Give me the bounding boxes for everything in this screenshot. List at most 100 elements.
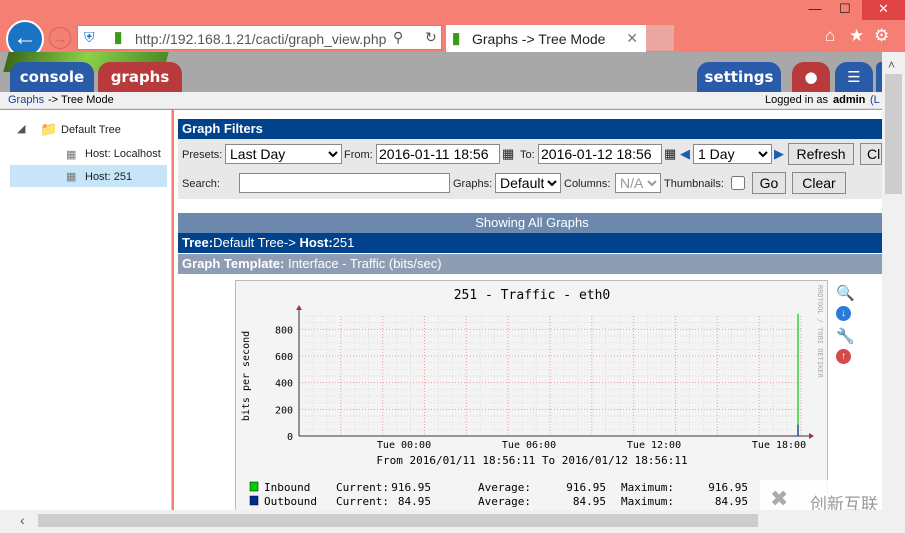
timespan-select[interactable]: 1 Day	[693, 144, 772, 164]
settings-button[interactable]: settings	[697, 62, 781, 92]
y-tick-label: 200	[275, 405, 293, 416]
from-label: From:	[344, 149, 373, 161]
host-label: Host:	[299, 235, 333, 250]
presets-select[interactable]: Last Day	[225, 144, 342, 164]
back-button[interactable]: ←	[6, 20, 44, 58]
y-axis-arrow	[296, 305, 302, 310]
graph-svg: 251 - Traffic - eth0 0 200 400 600 800 Tue 00:…	[241, 285, 824, 508]
folder-icon: 📁	[40, 121, 58, 137]
legend-maximum-value: 84.95	[715, 495, 748, 508]
legend-name: Inbound	[264, 481, 310, 494]
chart-subtitle: From 2016/01/11 18:56:11 To 2016/01/12 1…	[376, 454, 687, 467]
tab-graphs[interactable]: graphs	[98, 62, 182, 92]
username: admin	[833, 94, 866, 106]
properties-icon[interactable]: 🔧	[836, 328, 855, 345]
calendar-icon[interactable]: ▦	[502, 146, 515, 161]
x-tick-label: Tue 00:00	[377, 440, 431, 451]
clear-time-button[interactable]: Cl	[860, 143, 882, 165]
legend-current-value: 916.95	[391, 481, 431, 494]
host-icon: ▦	[66, 171, 77, 183]
vertical-scroll-thumb[interactable]	[885, 74, 902, 194]
browser-tab[interactable]: ▮ Graphs -> Tree Mode ✕	[446, 25, 646, 52]
breadcrumb-current: -> Tree Mode	[48, 94, 114, 106]
tree-item-localhost[interactable]: Host: Localhost	[85, 148, 161, 160]
tree-label: Tree:	[182, 235, 214, 250]
tree-view-button[interactable]: ●	[792, 62, 830, 92]
close-tab-icon[interactable]: ✕	[626, 30, 638, 46]
move-up-icon[interactable]: ↑	[836, 349, 851, 364]
host-icon: ▦	[66, 149, 77, 161]
graphs-select[interactable]: Default	[495, 173, 561, 193]
go-button[interactable]: Go	[752, 172, 786, 194]
legend-swatch	[249, 481, 259, 492]
legend-current-label: Current:	[336, 495, 389, 508]
thumbnails-checkbox[interactable]	[731, 176, 745, 190]
home-icon[interactable]: ⌂	[825, 26, 836, 45]
url-text: http://192.168.1.21/cacti/graph_view.php	[135, 31, 387, 47]
shield-icon: ⛨	[84, 29, 95, 45]
preview-view-button[interactable]	[876, 62, 886, 92]
tree-item-label: Host: 251	[85, 171, 133, 183]
forward-button[interactable]: →	[49, 27, 71, 49]
graph-template-bar: Graph Template: Interface - Traffic (bit…	[178, 254, 882, 274]
template-value: Interface - Traffic (bits/sec)	[287, 256, 442, 271]
to-input[interactable]	[538, 144, 662, 164]
thumbnails-label: Thumbnails:	[664, 178, 724, 190]
chart-title: 251 - Traffic - eth0	[454, 288, 611, 303]
clear-button[interactable]: Clear	[792, 172, 846, 194]
logout-link[interactable]: (L	[870, 94, 880, 106]
legend-name: Outbound	[264, 495, 317, 508]
shift-right-icon[interactable]: ▶	[774, 146, 784, 161]
x-axis-arrow	[809, 433, 814, 439]
refresh-button[interactable]: Refresh	[788, 143, 854, 165]
legend-maximum-label: Maximum:	[621, 481, 674, 494]
new-tab-button[interactable]	[646, 25, 674, 51]
x-tick-label: Tue 06:00	[502, 440, 556, 451]
legend-average-value: 84.95	[573, 495, 606, 508]
search-icon[interactable]: ⚲	[393, 29, 404, 45]
collapse-icon[interactable]: ◢	[17, 123, 26, 135]
from-input[interactable]	[376, 144, 500, 164]
shift-left-icon[interactable]: ◀	[680, 146, 690, 161]
tab-title: Graphs -> Tree Mode	[472, 31, 606, 47]
vertical-scrollbar[interactable]: ˄	[882, 52, 905, 510]
scroll-left-icon[interactable]: ‹	[20, 512, 25, 528]
legend-average-label: Average:	[478, 481, 531, 494]
legend-average-label: Average:	[478, 495, 531, 508]
address-bar[interactable]: ⛨ ▮ http://192.168.1.21/cacti/graph_view…	[77, 25, 442, 50]
graph-filters-header: Graph Filters	[178, 119, 882, 139]
scroll-up-icon[interactable]: ˄	[888, 58, 896, 72]
x-tick-label: Tue 12:00	[627, 440, 681, 451]
tree-root[interactable]: Default Tree	[61, 124, 121, 136]
legend-maximum-label: Maximum:	[621, 495, 674, 508]
search-input[interactable]	[239, 173, 450, 193]
list-view-button[interactable]: ☰	[835, 62, 873, 92]
cacti-favicon-icon: ▮	[114, 29, 123, 46]
tab-console[interactable]: console	[10, 62, 94, 92]
search-label: Search:	[182, 178, 220, 190]
host-value: 251	[332, 235, 355, 250]
legend-swatch	[249, 495, 259, 506]
y-tick-label: 600	[275, 352, 293, 363]
presets-label: Presets:	[182, 149, 223, 161]
horizontal-scrollbar[interactable]: ‹	[0, 510, 905, 533]
download-icon[interactable]: ↓	[836, 306, 851, 321]
y-tick-label: 400	[275, 379, 293, 390]
breadcrumb-graphs-link[interactable]: Graphs	[8, 94, 45, 106]
traffic-graph[interactable]: 251 - Traffic - eth0 0 200 400 600 800 Tue 00:…	[235, 280, 828, 512]
close-window-button[interactable]: ✕	[862, 0, 905, 20]
columns-select[interactable]: N/A	[615, 173, 661, 193]
columns-label: Columns:	[564, 178, 611, 190]
horizontal-scroll-thumb[interactable]	[38, 514, 758, 527]
maximize-button[interactable]: ☐	[839, 1, 851, 16]
y-tick-label: 800	[275, 325, 293, 336]
zoom-icon[interactable]: 🔍	[836, 285, 855, 302]
tree-item-251[interactable]: ▦ Host: 251	[10, 165, 167, 187]
tools-gear-icon[interactable]: ⚙	[874, 26, 890, 45]
tree-value: Default Tree->	[213, 235, 296, 250]
minimize-button[interactable]: —	[808, 1, 822, 16]
rrdtool-watermark: RRDTOOL / TOBI OETIKER	[816, 285, 824, 379]
calendar-icon[interactable]: ▦	[664, 146, 677, 161]
favorites-icon[interactable]: ★	[849, 26, 865, 45]
refresh-icon[interactable]: ↻	[425, 29, 437, 45]
